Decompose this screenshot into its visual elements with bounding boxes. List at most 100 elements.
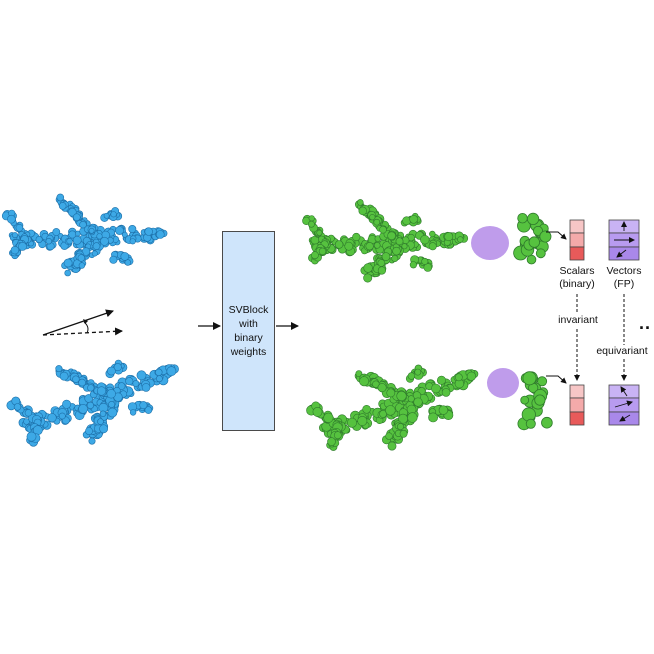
arrow-zoom-to-scalars-bottom (546, 375, 567, 384)
point (106, 389, 116, 399)
point (352, 232, 361, 242)
zoomed-neighborhood-bottom (517, 371, 553, 431)
vectors-label: Vectors (FP) (601, 265, 647, 291)
point (444, 232, 454, 242)
point (522, 371, 537, 386)
receptive-field-top (471, 226, 509, 260)
point (438, 405, 449, 415)
invariant-label: invariant (552, 314, 604, 327)
point (525, 418, 536, 429)
scalar-features-top (569, 219, 585, 261)
vector-features-top (608, 219, 640, 261)
input-point-cloud-top (1, 193, 168, 277)
point (92, 242, 101, 250)
point (369, 214, 376, 221)
point (399, 429, 408, 438)
point (457, 236, 464, 243)
rotation-arrows-icon (42, 309, 123, 336)
point (365, 242, 374, 251)
point (78, 262, 86, 269)
scalars-label: Scalars (binary) (551, 265, 603, 291)
point (359, 376, 370, 387)
point (115, 226, 124, 235)
point (129, 409, 137, 416)
input-point-cloud-rotated (6, 359, 179, 447)
point (88, 437, 96, 445)
point (421, 257, 429, 265)
point (526, 212, 540, 225)
point (128, 225, 137, 234)
point (144, 227, 153, 236)
point (72, 235, 82, 245)
point (381, 252, 391, 261)
point (344, 241, 354, 251)
point (535, 248, 546, 259)
point (113, 363, 122, 372)
point (357, 415, 368, 426)
point (132, 380, 140, 387)
point (55, 365, 63, 373)
point (379, 225, 387, 234)
point (333, 431, 342, 440)
point (107, 407, 118, 418)
point (428, 412, 438, 423)
point (539, 230, 552, 243)
point (99, 424, 108, 434)
point (387, 231, 396, 241)
point (77, 254, 86, 262)
point (155, 375, 163, 383)
point (78, 378, 86, 387)
zoomed-neighborhood-top (513, 212, 552, 265)
point (520, 395, 530, 405)
point (68, 207, 77, 217)
point (385, 432, 393, 440)
point (396, 390, 407, 402)
point (13, 403, 22, 411)
point (423, 263, 433, 272)
point (413, 397, 423, 407)
point (117, 382, 126, 390)
point (155, 368, 163, 376)
point (136, 370, 147, 381)
point (318, 247, 327, 256)
point (73, 213, 81, 221)
point (78, 404, 88, 414)
point (52, 228, 61, 236)
point (129, 238, 136, 245)
point (166, 366, 177, 377)
point (86, 401, 94, 410)
point (58, 202, 67, 210)
point (541, 416, 553, 429)
point (64, 269, 71, 277)
point (386, 388, 396, 398)
point (363, 273, 373, 283)
point (85, 427, 93, 435)
point (58, 412, 66, 420)
point (109, 255, 118, 264)
vector-arrow-icon (620, 386, 628, 397)
point (392, 246, 401, 256)
point (441, 388, 451, 397)
point (88, 227, 95, 234)
point (327, 437, 336, 446)
point (24, 409, 33, 417)
vector-features-bottom (608, 384, 640, 426)
point (517, 212, 528, 224)
point (18, 241, 27, 251)
vectors-label-line2: (FP) (613, 278, 635, 290)
vector-arrow-icon (616, 249, 627, 258)
point (402, 216, 411, 226)
vector-arrow-icon (619, 414, 631, 422)
point (407, 395, 415, 403)
point (395, 237, 404, 246)
point (96, 233, 103, 240)
equivariant-label: equivariant (590, 345, 654, 358)
point (156, 230, 165, 239)
point (63, 258, 73, 268)
point (308, 215, 315, 222)
point (66, 238, 73, 245)
point (72, 375, 80, 383)
continuation-dots: .. (638, 313, 651, 333)
point (409, 215, 418, 224)
